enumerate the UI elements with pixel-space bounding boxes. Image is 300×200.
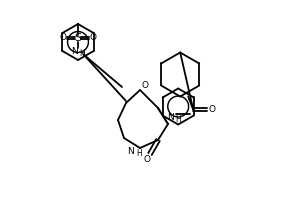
Text: H: H: [79, 48, 85, 58]
Text: O: O: [89, 33, 97, 43]
Text: N: N: [167, 113, 174, 122]
Text: O: O: [143, 156, 151, 164]
Text: O: O: [59, 33, 67, 43]
Text: H: H: [136, 148, 142, 158]
Text: H: H: [175, 115, 181, 124]
Text: O: O: [142, 82, 148, 90]
Text: S: S: [74, 33, 82, 43]
Text: N: N: [72, 46, 78, 55]
Text: O: O: [209, 105, 216, 114]
Text: N: N: [128, 146, 134, 156]
